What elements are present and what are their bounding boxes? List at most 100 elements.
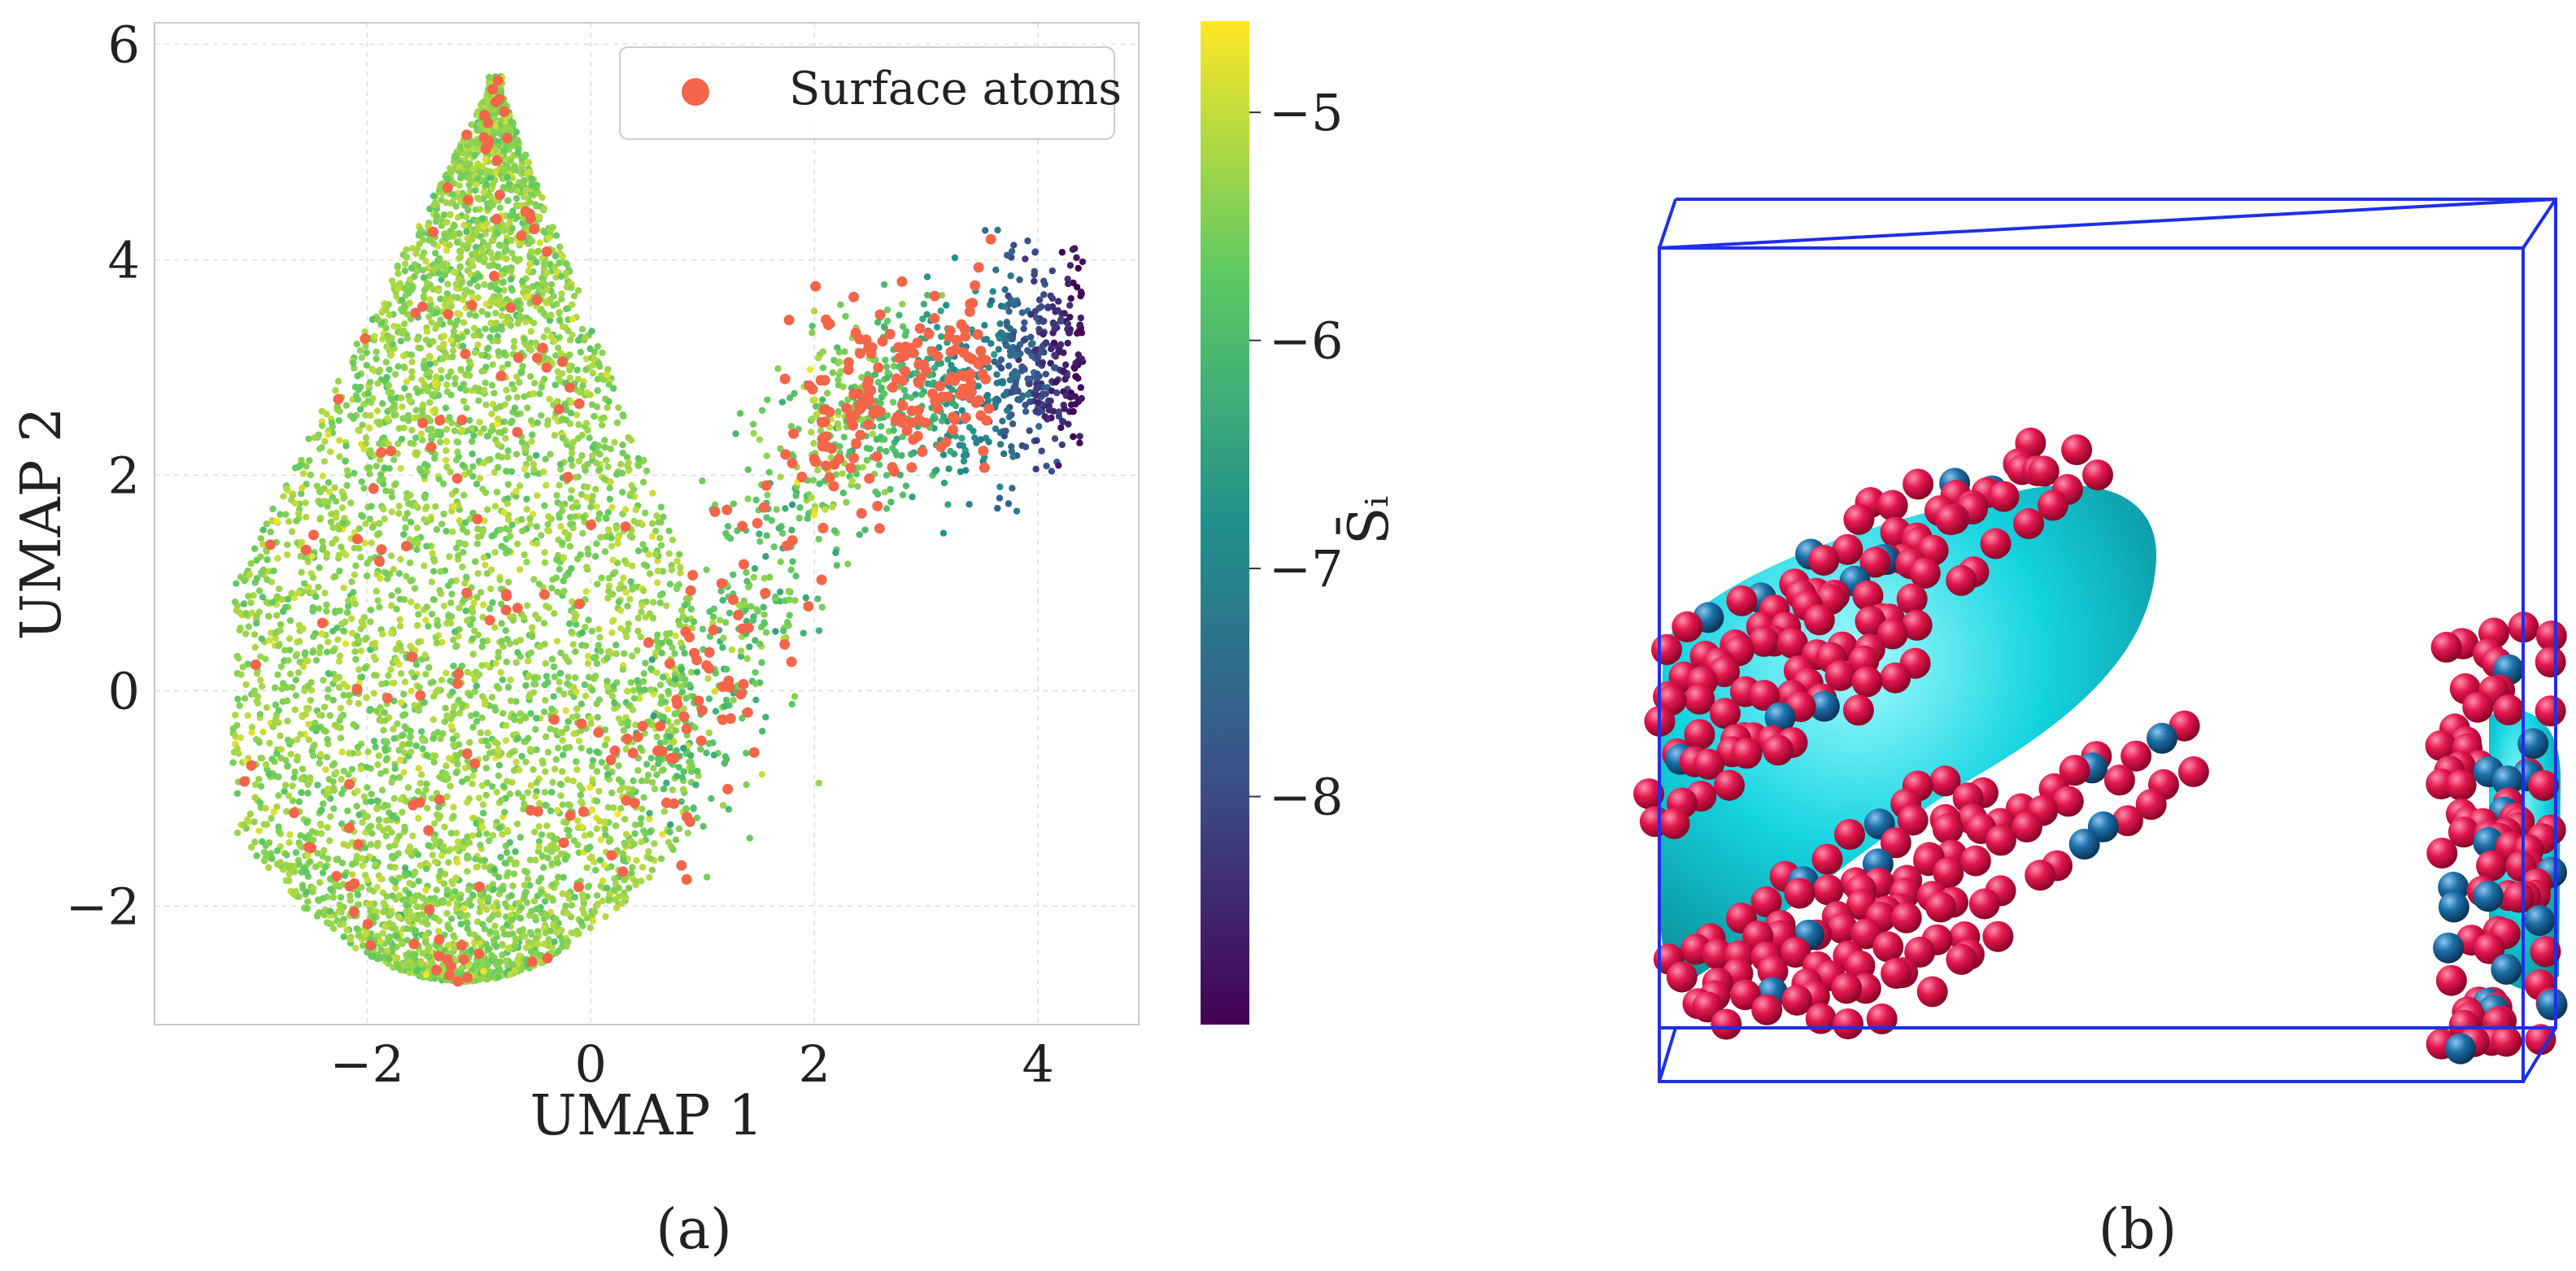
bulk-atom-point [396, 616, 403, 624]
bulk-atom-point [612, 641, 620, 649]
bulk-atom-point [301, 651, 309, 658]
bulk-atom-point [459, 564, 466, 571]
bulk-atom-point [231, 599, 239, 606]
bulk-atom-point [634, 462, 643, 470]
bulk-atom-point [428, 432, 435, 439]
bulk-atom-point [544, 417, 551, 424]
bulk-atom-point [493, 488, 501, 496]
bulk-atom-point [367, 398, 375, 407]
bulk-atom-point [362, 520, 369, 528]
bulk-atom-point [527, 781, 535, 790]
bulk-atom-point [551, 610, 558, 617]
bulk-atom-point [289, 490, 297, 498]
bulk-atom-point [382, 816, 390, 825]
bulk-atom-point [422, 257, 429, 265]
bulk-atom-point [316, 909, 323, 916]
bulk-atom-point [551, 673, 559, 681]
bulk-atom-point [455, 229, 463, 237]
bulk-atom-point [312, 863, 320, 871]
bulk-atom-point [469, 724, 477, 731]
bulk-atom-point [609, 556, 617, 564]
bulk-atom-point [543, 672, 551, 680]
bulk-atom-point [355, 384, 363, 391]
bulk-atom-point [430, 568, 438, 575]
bulk-atom-point [511, 967, 519, 974]
bulk-atom-point [439, 842, 447, 851]
bulk-atom-point [389, 854, 396, 862]
bulk-atom-point [415, 611, 422, 618]
bulk-atom-point [566, 542, 574, 550]
bulk-atom-point [248, 723, 256, 731]
bulk-atom-point [272, 629, 279, 637]
bulk-atom-point [423, 751, 431, 760]
bulk-atom-point [387, 552, 395, 559]
bulk-atom-point [562, 437, 569, 445]
bulk-atom-point [541, 559, 549, 567]
bulk-atom-point [271, 684, 279, 691]
bulk-atom-point [495, 348, 502, 355]
bulk-atom-point [389, 340, 396, 348]
bulk-atom-point [441, 231, 448, 238]
bulk-atom-point [474, 570, 482, 577]
bulk-atom-point [476, 475, 484, 482]
bulk-atom-point [499, 709, 507, 717]
bulk-atom-point [669, 644, 676, 651]
bulk-atom-point [633, 856, 640, 864]
bulk-atom-point [316, 643, 324, 651]
bulk-atom-point [407, 439, 414, 447]
bulk-atom-point [338, 543, 345, 551]
bulk-atom-point [593, 540, 600, 547]
bulk-atom-point [435, 917, 443, 925]
bulk-atom-point [524, 789, 532, 796]
bulk-atom-point [464, 868, 471, 875]
bulk-atom-point [521, 335, 528, 342]
bulk-atom-point [651, 840, 658, 847]
bulk-atom-point [612, 525, 621, 533]
bulk-atom-point [295, 510, 303, 517]
bulk-atom-point [357, 765, 365, 773]
bulk-atom-point [554, 807, 561, 814]
bulk-atom-point [558, 295, 565, 303]
bulk-atom-point [675, 825, 683, 833]
bulk-atom-point [365, 424, 373, 432]
bulk-atom-point [343, 609, 351, 616]
bulk-atom-point [480, 386, 488, 394]
bulk-atom-point [607, 478, 614, 485]
bulk-atom-point [524, 404, 531, 411]
bulk-atom-point [533, 523, 541, 530]
bulk-atom-point [575, 738, 583, 745]
bulk-atom-point [445, 847, 452, 855]
bulk-atom-point [362, 813, 369, 820]
bulk-atom-point [508, 749, 516, 756]
bulk-atom-point [429, 716, 438, 723]
bulk-atom-point [543, 822, 551, 829]
bulk-atom-point [320, 458, 329, 465]
bulk-atom-point [487, 199, 495, 207]
bulk-atom-point [237, 573, 245, 581]
bulk-atom-point [375, 816, 383, 824]
bulk-atom-point [387, 488, 395, 495]
bulk-atom-point [599, 877, 607, 885]
bulk-atom-point [367, 822, 375, 830]
bulk-atom-point [571, 894, 578, 901]
bulk-atom-point [382, 756, 390, 764]
bulk-atom-point [548, 705, 556, 712]
bulk-atom-point [543, 481, 550, 490]
bulk-atom-point [446, 553, 453, 560]
bulk-atom-point [500, 930, 508, 938]
bulk-atom-point [503, 722, 510, 729]
bulk-atom-point [412, 661, 421, 668]
bulk-atom-point [533, 715, 540, 722]
bulk-atom-point [280, 607, 287, 616]
bulk-atom-point [435, 287, 442, 294]
bulk-atom-point [559, 737, 566, 744]
bulk-atom-point [331, 484, 338, 491]
bulk-atom-point [547, 296, 554, 303]
bulk-atom-point [235, 655, 242, 662]
bulk-atom-point [341, 618, 349, 625]
bulk-atom-point [347, 897, 354, 904]
bulk-atom-point [277, 663, 285, 671]
bulk-atom-point [400, 690, 408, 698]
bulk-atom-point [673, 585, 681, 593]
bulk-atom-point [556, 669, 564, 677]
